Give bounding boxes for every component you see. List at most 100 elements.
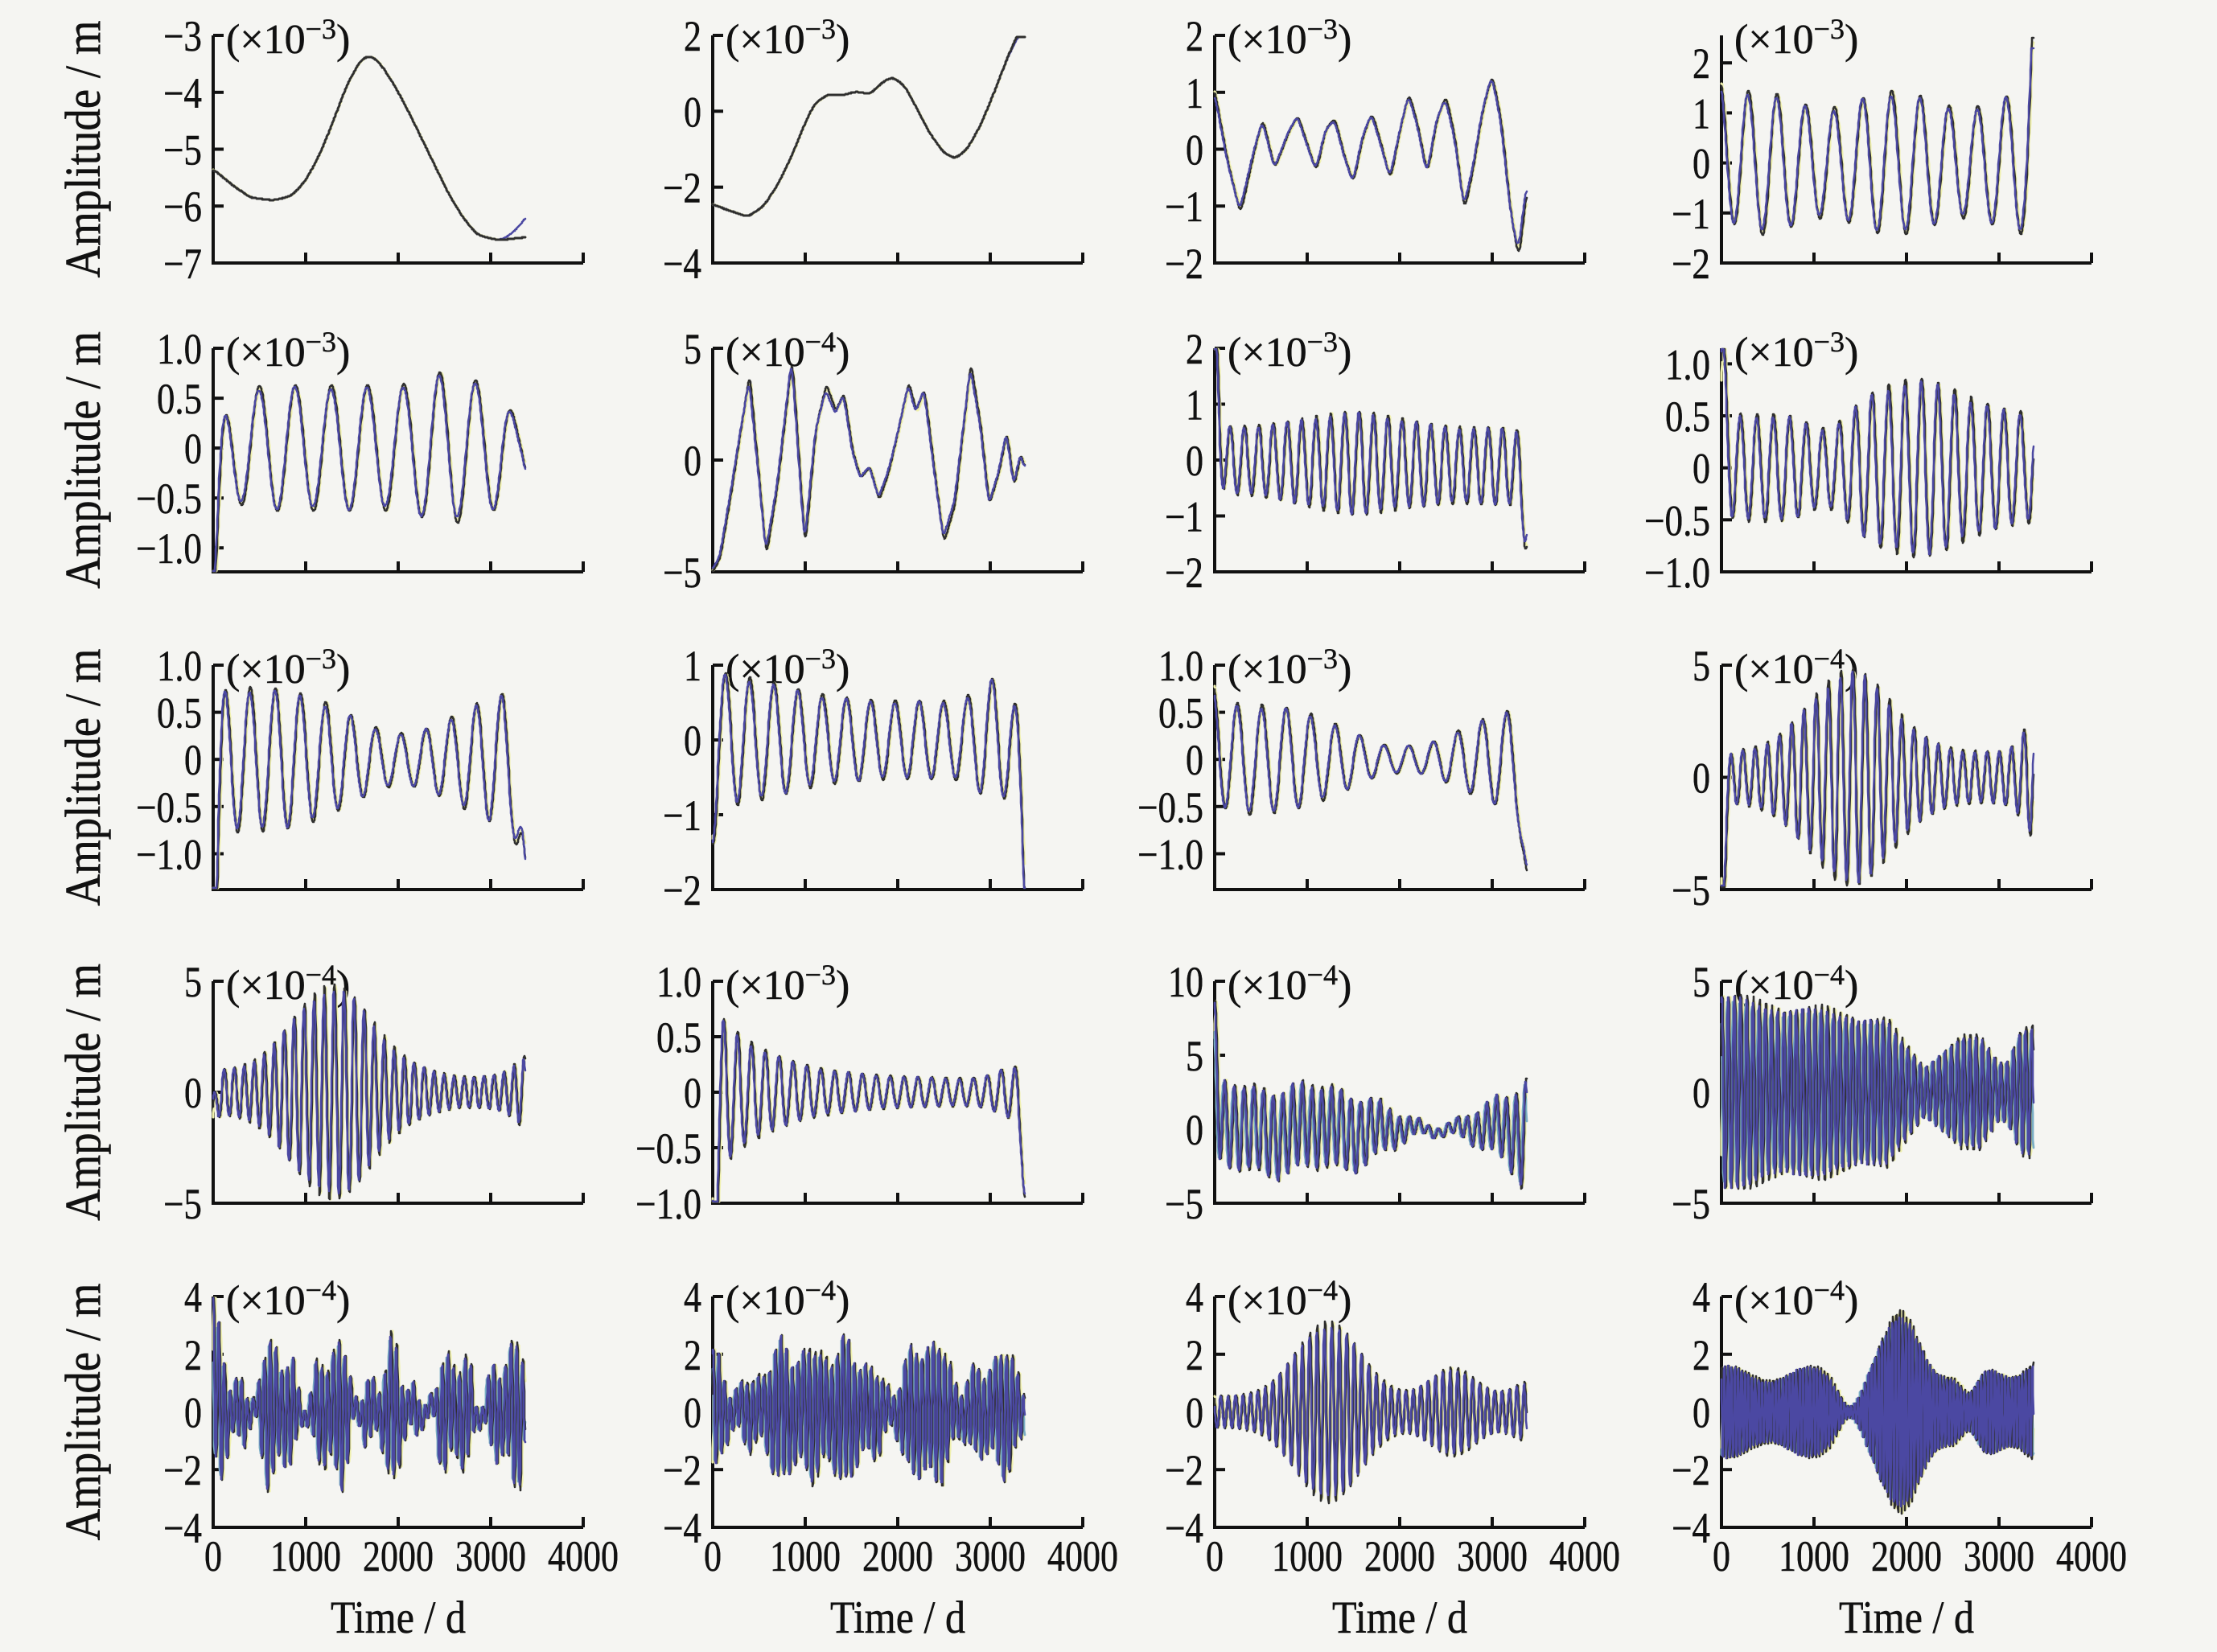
svg-text:Time / d: Time / d <box>1839 1592 1974 1643</box>
svg-text:−1: −1 <box>1165 183 1203 231</box>
svg-text:1: 1 <box>1186 381 1203 429</box>
svg-text:−1: −1 <box>1165 493 1203 541</box>
svg-text:1: 1 <box>1693 89 1710 138</box>
svg-text:−2: −2 <box>663 1446 701 1494</box>
svg-text:3000: 3000 <box>455 1532 526 1580</box>
svg-text:10: 10 <box>1168 958 1203 1006</box>
svg-text:2: 2 <box>1693 1331 1710 1379</box>
svg-text:2: 2 <box>1693 39 1710 88</box>
svg-text:1.0: 1.0 <box>656 958 701 1006</box>
svg-text:−4: −4 <box>163 69 202 117</box>
svg-text:0: 0 <box>1186 437 1203 485</box>
svg-text:−2: −2 <box>1165 549 1203 597</box>
svg-text:4: 4 <box>1186 1273 1203 1321</box>
svg-text:0: 0 <box>684 88 701 136</box>
svg-text:3000: 3000 <box>1457 1532 1528 1580</box>
svg-text:0.5: 0.5 <box>1158 689 1203 738</box>
svg-text:−2: −2 <box>663 164 701 212</box>
svg-text:−1: −1 <box>1672 190 1710 238</box>
svg-text:(×10−3): (×10−3) <box>226 643 350 692</box>
svg-text:−0.5: −0.5 <box>1644 496 1710 545</box>
svg-text:−5: −5 <box>1672 1180 1710 1228</box>
svg-text:1000: 1000 <box>1779 1532 1849 1580</box>
svg-text:Amplitude / m: Amplitude / m <box>56 331 111 589</box>
svg-text:4000: 4000 <box>2056 1532 2127 1580</box>
svg-text:−5: −5 <box>1672 866 1710 914</box>
svg-text:1.0: 1.0 <box>157 325 202 373</box>
svg-text:1000: 1000 <box>770 1532 841 1580</box>
svg-text:0: 0 <box>684 1389 701 1437</box>
svg-text:(×10−4): (×10−4) <box>1734 959 1858 1009</box>
svg-text:0: 0 <box>1693 1069 1710 1117</box>
svg-text:0: 0 <box>1186 126 1203 175</box>
svg-text:−1.0: −1.0 <box>635 1180 701 1228</box>
svg-text:−7: −7 <box>163 240 202 288</box>
svg-text:4000: 4000 <box>548 1532 619 1580</box>
svg-text:1000: 1000 <box>270 1532 341 1580</box>
svg-text:4: 4 <box>1693 1273 1710 1321</box>
svg-text:−4: −4 <box>1672 1504 1710 1552</box>
svg-text:5: 5 <box>1693 642 1710 690</box>
svg-text:−3: −3 <box>163 12 202 60</box>
svg-text:−0.5: −0.5 <box>136 475 202 523</box>
svg-text:1: 1 <box>1186 69 1203 117</box>
svg-text:Time / d: Time / d <box>1332 1592 1467 1643</box>
svg-text:−5: −5 <box>163 126 202 175</box>
svg-text:−1.0: −1.0 <box>136 831 202 879</box>
svg-text:0: 0 <box>1713 1532 1730 1580</box>
svg-text:1.0: 1.0 <box>1158 642 1203 690</box>
svg-text:(×10−3): (×10−3) <box>226 13 350 63</box>
svg-text:2000: 2000 <box>363 1532 434 1580</box>
svg-text:−0.5: −0.5 <box>136 783 202 832</box>
svg-text:−1.0: −1.0 <box>1137 831 1203 879</box>
svg-text:(×10−3): (×10−3) <box>1228 13 1351 63</box>
svg-text:0: 0 <box>184 1069 202 1117</box>
svg-text:0: 0 <box>184 736 202 784</box>
svg-text:0: 0 <box>1186 736 1203 784</box>
svg-text:0: 0 <box>1693 445 1710 493</box>
svg-text:3000: 3000 <box>955 1532 1026 1580</box>
svg-text:−0.5: −0.5 <box>1137 783 1203 832</box>
svg-text:Amplitude / m: Amplitude / m <box>56 964 111 1221</box>
svg-text:5: 5 <box>1186 1032 1203 1080</box>
svg-text:−5: −5 <box>1165 1180 1203 1228</box>
svg-text:−1.0: −1.0 <box>136 524 202 573</box>
svg-text:4000: 4000 <box>1047 1532 1118 1580</box>
svg-text:−5: −5 <box>163 1180 202 1228</box>
svg-text:5: 5 <box>184 958 202 1006</box>
svg-text:−2: −2 <box>663 866 701 914</box>
svg-text:1.0: 1.0 <box>1665 340 1710 388</box>
svg-text:2: 2 <box>184 1331 202 1379</box>
svg-text:0.5: 0.5 <box>656 1013 701 1062</box>
svg-text:4: 4 <box>684 1273 701 1321</box>
svg-text:2: 2 <box>684 12 701 60</box>
svg-text:2: 2 <box>1186 1331 1203 1379</box>
svg-text:2000: 2000 <box>1871 1532 1942 1580</box>
svg-text:1.0: 1.0 <box>157 642 202 690</box>
svg-text:−5: −5 <box>663 549 701 597</box>
svg-text:0: 0 <box>1186 1389 1203 1437</box>
svg-text:1: 1 <box>684 642 701 690</box>
svg-text:0: 0 <box>684 1069 701 1117</box>
svg-text:(×10−3): (×10−3) <box>226 326 350 376</box>
svg-text:2000: 2000 <box>862 1532 933 1580</box>
svg-text:−0.5: −0.5 <box>635 1124 701 1173</box>
svg-text:−2: −2 <box>1165 1446 1203 1494</box>
svg-text:0: 0 <box>184 1389 202 1437</box>
svg-text:−1: −1 <box>663 791 701 840</box>
svg-text:Amplitude / m: Amplitude / m <box>56 1284 111 1541</box>
svg-text:0: 0 <box>704 1532 722 1580</box>
svg-text:1000: 1000 <box>1272 1532 1343 1580</box>
svg-text:2: 2 <box>1186 12 1203 60</box>
svg-text:4000: 4000 <box>1549 1532 1620 1580</box>
svg-text:2: 2 <box>684 1331 701 1379</box>
svg-text:0: 0 <box>1693 754 1710 803</box>
svg-text:−4: −4 <box>663 1504 701 1552</box>
svg-text:−4: −4 <box>1165 1504 1203 1552</box>
svg-text:−2: −2 <box>1165 240 1203 288</box>
svg-text:Time / d: Time / d <box>830 1592 965 1643</box>
svg-text:(×10−4): (×10−4) <box>1734 1274 1858 1324</box>
svg-text:Time / d: Time / d <box>331 1592 466 1643</box>
svg-text:−2: −2 <box>1672 240 1710 288</box>
svg-text:−6: −6 <box>163 183 202 231</box>
